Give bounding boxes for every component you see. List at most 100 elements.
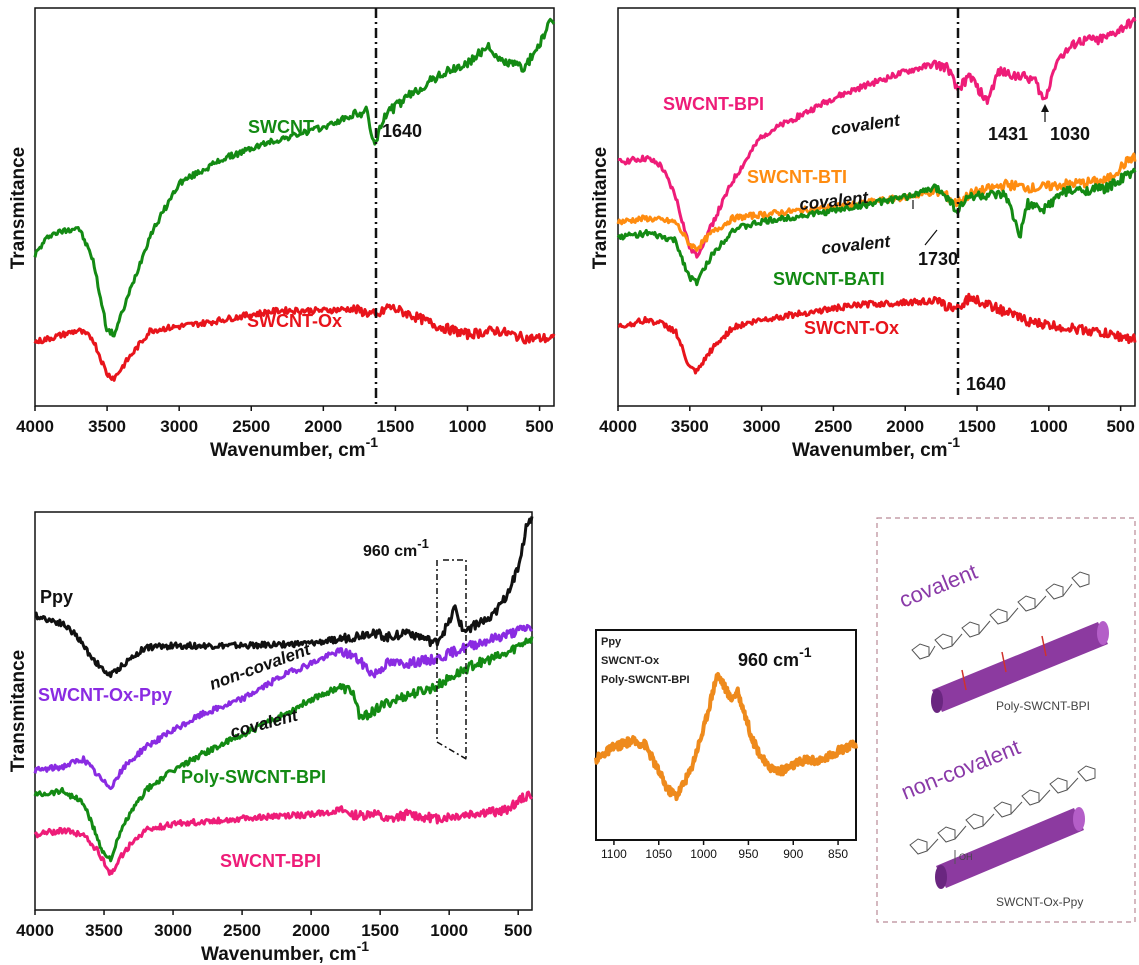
- covalent-bonds: [961, 635, 1047, 691]
- label-swcnt-bati: SWCNT-BATI: [773, 269, 885, 289]
- annotation-covalent: covalent: [228, 705, 301, 742]
- x-ticks: 4000 3500 3000 2500 2000 1500 1000 500: [16, 406, 554, 436]
- series-layer: [33, 516, 534, 876]
- x-tick-label: 1500: [361, 921, 399, 940]
- nanotube-covalent: [931, 621, 1109, 713]
- schematic-caption-noncovalent: SWCNT-Ox-Ppy: [996, 895, 1083, 909]
- x-axis-label-sup: -1: [366, 434, 379, 450]
- inset-legend-poly-swcnt-bpi: Poly-SWCNT-BPI: [601, 674, 690, 686]
- bracket-left: [436, 560, 469, 761]
- x-tick-label: 1100: [601, 847, 627, 861]
- x-axis-label-text: Wavenumber, cm: [201, 944, 357, 965]
- x-tick-label: 500: [1106, 417, 1134, 436]
- x-axis-label-sup: -1: [357, 938, 370, 954]
- y-axis-label: Transmitance: [8, 650, 29, 773]
- tube-body: [932, 622, 1108, 712]
- x-tick-label: 3500: [671, 417, 709, 436]
- annotation-1030: 1030: [1050, 124, 1090, 144]
- nanotube-noncovalent: [935, 807, 1085, 889]
- x-tick-label: 1000: [430, 921, 468, 940]
- x-tick-label: 1000: [1030, 417, 1068, 436]
- series-line-ppy: [34, 516, 534, 679]
- x-tick-label: 2000: [292, 921, 330, 940]
- schematic-oh-label: OH: [959, 852, 973, 862]
- inset-annotation-960-text: 960 cm: [738, 650, 799, 670]
- x-tick-label: 1000: [690, 847, 717, 861]
- arrow-1730: [924, 229, 938, 246]
- annotation-1431: 1431: [988, 124, 1028, 144]
- x-tick-label: 2500: [815, 417, 853, 436]
- inset-frame: [595, 629, 857, 841]
- schematic-frame: [876, 517, 1136, 923]
- label-swcnt-ox: SWCNT-Ox: [804, 318, 899, 338]
- x-tick-label: 3000: [154, 921, 192, 940]
- x-tick-label: 2000: [886, 417, 924, 436]
- x-tick-label: 3000: [160, 417, 198, 436]
- label-swcnt-ox-ppy: SWCNT-Ox-Ppy: [38, 685, 172, 705]
- x-tick-label: 2500: [232, 417, 270, 436]
- x-axis-label-text: Wavenumber, cm: [792, 440, 948, 461]
- panel-functionalized: 4000 3500 3000 2500 2000 1500 1000 500 SWCNT-BP…: [590, 7, 1137, 461]
- label-swcnt-bti: SWCNT-BTI: [747, 167, 847, 187]
- x-axis-label: Wavenumber, cm-1: [210, 434, 378, 461]
- x-axis-label: Wavenumber, cm-1: [201, 938, 369, 965]
- series-layer: [616, 17, 1137, 375]
- annotation-1640: 1640: [382, 121, 422, 141]
- series-line-swcnt-ox: [617, 292, 1137, 375]
- schematic-caption-covalent: Poly-SWCNT-BPI: [996, 699, 1090, 713]
- panel-swcnt: 4000 3500 3000 2500 2000 1500 1000 500 SWCNT SW…: [8, 7, 556, 461]
- polymer-chain-noncovalent: [909, 765, 1096, 864]
- tube-body: [936, 808, 1084, 888]
- inset-annotation-960: 960 cm-1: [738, 644, 812, 670]
- inset-legend-swcnt-ox: SWCNT-Ox: [601, 655, 660, 667]
- panel-inset-960: 1100 1050 1000 950 900 850 Ppy SWCNT-Ox Poly-…: [594, 629, 858, 861]
- x-tick-label: 1050: [645, 847, 672, 861]
- x-axis-label-text: Wavenumber, cm: [210, 440, 366, 461]
- x-tick-label: 1000: [449, 417, 487, 436]
- x-ticks: 4000 3500 3000 2500 2000 1500 1000 500: [599, 406, 1135, 436]
- plot-frame: [34, 7, 555, 407]
- arrowhead-1030: [1041, 104, 1049, 112]
- x-axis-label-sup: -1: [948, 434, 961, 450]
- annotation-960-text: 960 cm: [363, 543, 417, 560]
- series-line-series-0: [594, 672, 858, 802]
- x-tick-label: 2500: [223, 921, 261, 940]
- x-tick-label: 4000: [16, 921, 54, 940]
- series-layer: [594, 672, 858, 802]
- annotation-1640: 1640: [966, 374, 1006, 394]
- schematic-panel: covalent Poly-SWCNT-BPI non-covalent OH …: [876, 517, 1136, 923]
- y-axis-label: Transmitance: [8, 147, 29, 270]
- tube-end: [931, 689, 943, 713]
- panel-polymer: 4000 3500 3000 2500 2000 1500 1000 500 960 cm-1…: [8, 511, 534, 965]
- plot-frame: [617, 7, 1136, 407]
- annotation-covalent-3: covalent: [820, 232, 892, 258]
- series-layer: [33, 17, 556, 382]
- x-tick-label: 850: [828, 847, 848, 861]
- tube-end: [935, 865, 947, 889]
- series-line-swcnt-bpi: [33, 790, 533, 876]
- schematic-noncovalent-label: non-covalent: [898, 734, 1024, 804]
- annotation-960: 960 cm-1: [363, 536, 429, 560]
- x-tick-label: 500: [525, 417, 553, 436]
- x-tick-label: 950: [738, 847, 758, 861]
- x-tick-label: 4000: [599, 417, 637, 436]
- x-ticks: 1100 1050 1000 950 900 850: [601, 840, 848, 861]
- series-line-poly-swcnt-bpi: [33, 636, 534, 863]
- x-tick-label: 4000: [16, 417, 54, 436]
- label-ppy: Ppy: [40, 587, 73, 607]
- inset-legend-ppy: Ppy: [601, 636, 622, 648]
- x-ticks: 4000 3500 3000 2500 2000 1500 1000 500: [16, 910, 532, 940]
- annotation-covalent-2: covalent: [798, 188, 870, 214]
- label-swcnt-bpi: SWCNT-BPI: [663, 94, 764, 114]
- x-tick-label: 2000: [304, 417, 342, 436]
- label-swcnt-bpi: SWCNT-BPI: [220, 851, 321, 871]
- bracket-right: [443, 559, 467, 760]
- tube-end: [1073, 807, 1085, 831]
- inset-annotation-960-sup: -1: [799, 644, 812, 660]
- x-tick-label: 3500: [85, 921, 123, 940]
- x-tick-label: 1500: [958, 417, 996, 436]
- x-tick-label: 900: [783, 847, 803, 861]
- tube-end: [1097, 621, 1109, 645]
- series-line-swcnt-bati: [616, 167, 1137, 287]
